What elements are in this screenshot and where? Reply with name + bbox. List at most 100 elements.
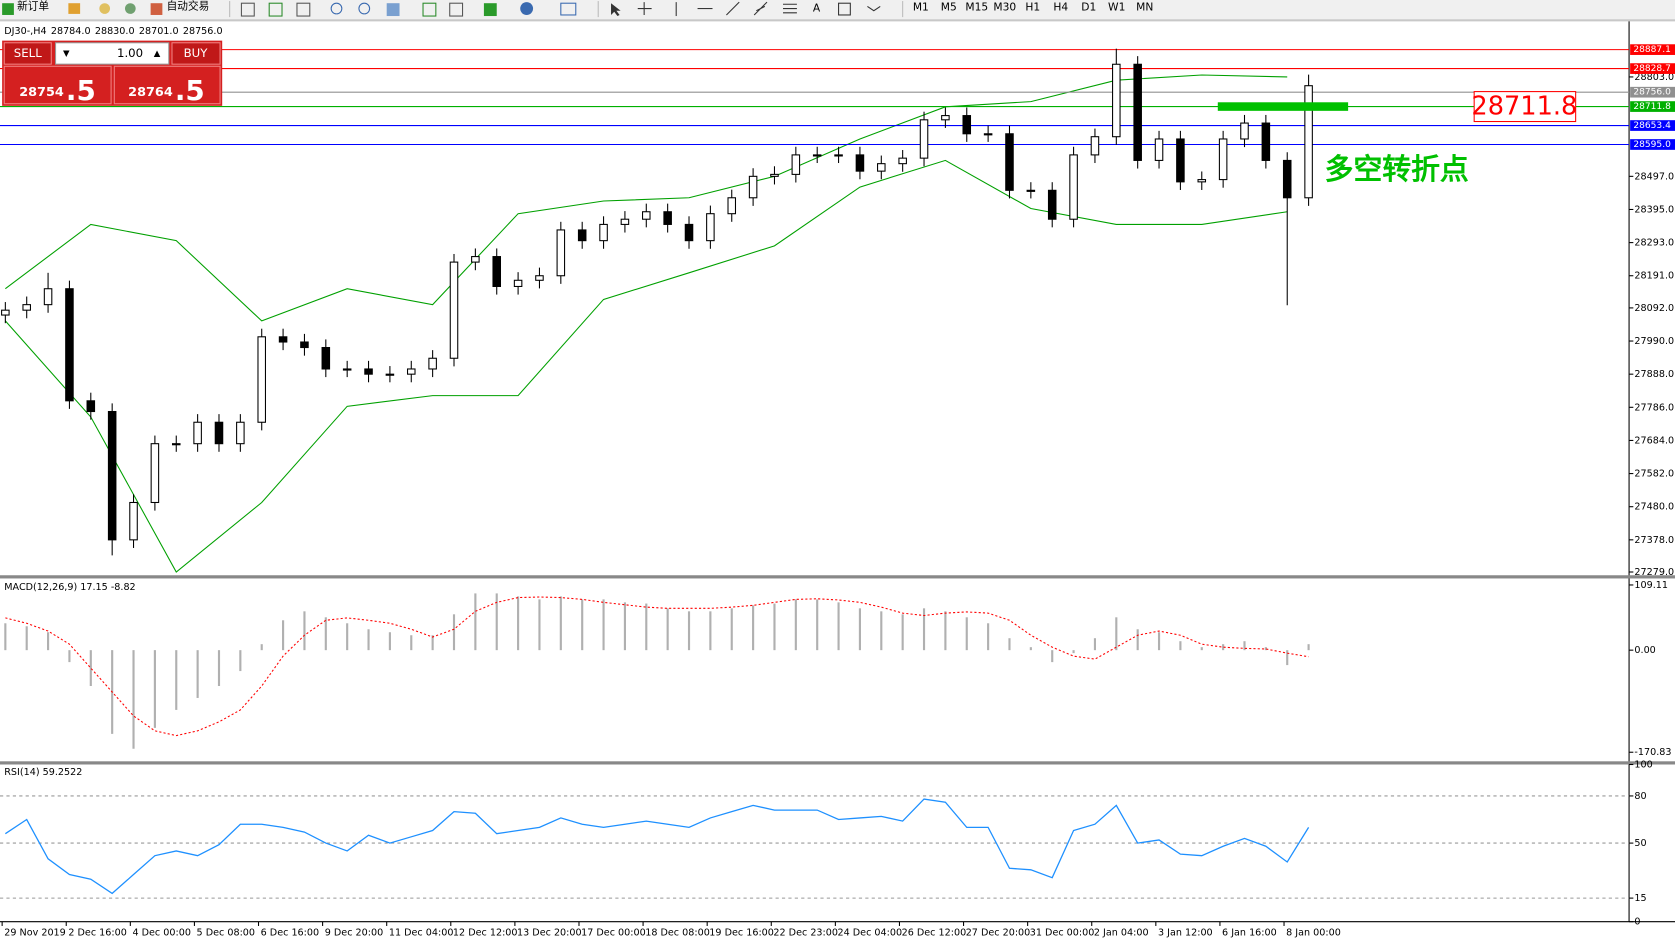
- buy-price-main[interactable]: 28764: [128, 84, 173, 99]
- timeframe-button[interactable]: M5: [941, 0, 957, 13]
- toolbar-border: [0, 19, 1675, 22]
- candle-body: [513, 279, 523, 287]
- candle-body: [791, 154, 801, 175]
- icon[interactable]: [520, 2, 534, 15]
- sell-price[interactable]: 28754.5: [19, 74, 96, 107]
- lot-up[interactable]: ▲: [154, 49, 161, 59]
- timeframe-button[interactable]: M15: [965, 0, 988, 13]
- icon[interactable]: [240, 2, 255, 17]
- panel-separator: [0, 761, 1675, 765]
- y-tick-label: 100: [1634, 760, 1652, 771]
- auto-trading-icon[interactable]: [150, 3, 163, 15]
- price-label: 28828.7: [1633, 64, 1671, 74]
- x-tick-label: 12 Dec 12:00: [453, 927, 518, 938]
- x-tick-label: 18 Dec 08:00: [645, 927, 710, 938]
- sell-price-main[interactable]: 28754: [19, 84, 64, 99]
- zoom-out[interactable]: [358, 2, 371, 15]
- zoom-in[interactable]: [330, 2, 343, 15]
- timeframe-button[interactable]: H1: [1025, 0, 1040, 13]
- toolbar-items: 新订单 自动交易 A: [2, 0, 904, 18]
- candle-body: [449, 261, 459, 359]
- new-order[interactable]: 新订单: [17, 0, 49, 12]
- y-tick-label: 28092.0: [1634, 303, 1674, 314]
- cursor-tool[interactable]: [611, 3, 621, 17]
- icon[interactable]: [99, 3, 111, 14]
- candle-body: [1, 309, 10, 316]
- candle-body: [171, 443, 181, 446]
- timeframe-button[interactable]: D1: [1081, 0, 1096, 13]
- icon[interactable]: [449, 2, 464, 17]
- buy-price-frac[interactable]: .5: [175, 74, 205, 107]
- sell-button[interactable]: [3, 42, 52, 65]
- icon[interactable]: [68, 3, 81, 14]
- channel-tool[interactable]: [753, 1, 768, 16]
- y-tick-label: 28395.0: [1634, 204, 1674, 215]
- lot-field[interactable]: [55, 42, 170, 65]
- icon[interactable]: [386, 3, 400, 17]
- price-label-bg: [1630, 86, 1675, 98]
- crosshair-tool[interactable]: [637, 2, 652, 15]
- x-tick-label: 6 Dec 16:00: [261, 927, 319, 938]
- label-tool[interactable]: [838, 2, 851, 16]
- icon[interactable]: [124, 3, 136, 14]
- candle-body: [1133, 63, 1142, 161]
- auto-trading[interactable]: 自动交易: [167, 0, 210, 12]
- buy-button[interactable]: [171, 42, 221, 65]
- price-label: 28595.0: [1633, 140, 1671, 150]
- y-tick-label: 27888.0: [1634, 369, 1674, 380]
- icon[interactable]: [422, 2, 437, 17]
- sell-price-box[interactable]: [3, 65, 112, 105]
- icon[interactable]: [560, 2, 577, 16]
- sell-label[interactable]: SELL: [14, 46, 42, 60]
- price-label-bg: [1630, 139, 1675, 150]
- candle-body: [1026, 189, 1036, 192]
- candle-body: [834, 154, 843, 157]
- candle-body: [385, 373, 395, 376]
- icon[interactable]: [268, 2, 283, 17]
- header-value: 28756.0: [183, 26, 223, 37]
- candle-body: [300, 341, 309, 349]
- arrow-tool[interactable]: [867, 5, 881, 12]
- x-tick-label: 5 Dec 08:00: [197, 927, 255, 938]
- lot-value[interactable]: 1.00: [117, 46, 143, 60]
- candle-body: [278, 336, 288, 343]
- candle-body: [1282, 159, 1292, 199]
- header-value: 28830.0: [95, 26, 135, 37]
- price-label-bg: [1630, 101, 1675, 112]
- timeframe-button[interactable]: MN: [1136, 0, 1153, 13]
- candle-body: [1154, 138, 1164, 161]
- candle-body: [364, 368, 373, 375]
- timeframe-button[interactable]: H4: [1053, 0, 1068, 13]
- new-order-icon[interactable]: [2, 3, 14, 15]
- candle-body: [1047, 189, 1057, 220]
- panel-separator: [0, 575, 1675, 579]
- timeframe-button[interactable]: W1: [1108, 0, 1125, 13]
- candle-body: [919, 119, 929, 159]
- y-tick-label: 28803.0: [1634, 72, 1674, 83]
- y-tick-label: 28191.0: [1634, 271, 1674, 282]
- price-label: 28711.8: [1633, 102, 1671, 112]
- text-tool[interactable]: A: [813, 2, 821, 15]
- buy-label[interactable]: BUY: [184, 46, 209, 60]
- bollinger-upper: [5, 74, 1288, 322]
- icon[interactable]: [296, 2, 311, 17]
- candle-body: [770, 173, 779, 177]
- y-tick-label: 27378.0: [1634, 535, 1674, 546]
- buy-price[interactable]: 28764.5: [128, 74, 205, 107]
- y-tick-label: -170.83: [1634, 747, 1671, 758]
- candle-body: [492, 256, 502, 287]
- level-box: [1473, 91, 1577, 123]
- x-tick-label: 19 Dec 16:00: [709, 927, 774, 938]
- fibo-tool[interactable]: [783, 3, 797, 14]
- trendline-tool[interactable]: [726, 1, 740, 16]
- buy-price-box[interactable]: [113, 65, 221, 105]
- candle-body: [962, 115, 972, 135]
- timeframe-button[interactable]: M30: [993, 0, 1016, 13]
- icon[interactable]: [483, 3, 497, 17]
- lot-down[interactable]: ▼: [63, 49, 70, 59]
- candle-body: [257, 336, 266, 423]
- candle-body: [1176, 138, 1185, 183]
- timeframe-button[interactable]: M1: [913, 0, 929, 13]
- sell-price-frac[interactable]: .5: [66, 74, 96, 107]
